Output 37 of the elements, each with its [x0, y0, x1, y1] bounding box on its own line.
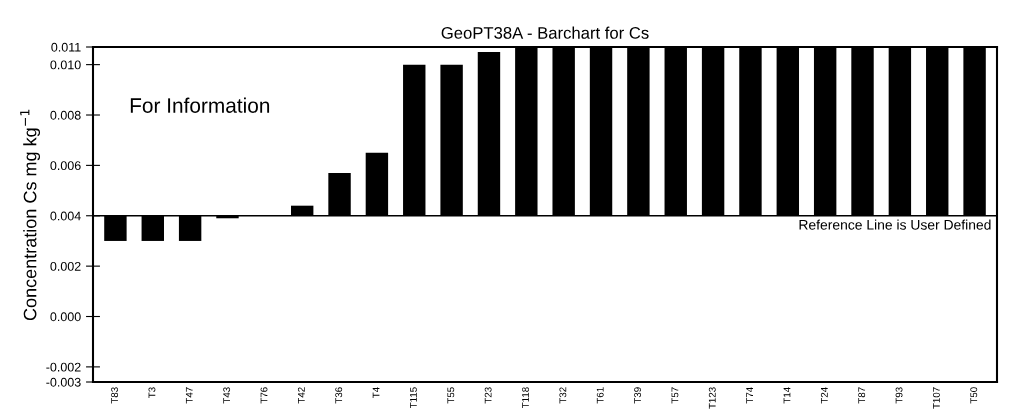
- y-tick-label: 0.006: [50, 161, 81, 171]
- y-tick-label: 0.008: [50, 110, 81, 120]
- y-axis-title: Concentration Cs mg kg$^{−1}$: [20, 109, 41, 321]
- x-tick-label: T24: [820, 387, 828, 404]
- x-tick-label: T83: [111, 387, 119, 404]
- x-tick-label: T4: [372, 387, 380, 398]
- x-tick-label: T43: [223, 387, 231, 404]
- x-tick-label: T42: [297, 387, 305, 404]
- x-tick-label: T23: [484, 387, 492, 404]
- y-tick-label: 0.004: [50, 211, 81, 221]
- x-tick-label: T115: [410, 387, 417, 409]
- x-tick-label: T61: [596, 387, 604, 404]
- x-tick-label: T32: [559, 387, 567, 404]
- ref-line-label: Reference Line is User Defined: [799, 219, 991, 230]
- x-tick-label: T57: [671, 387, 679, 404]
- y-tick-label: -0.003: [46, 377, 81, 387]
- y-tick-label: 0.002: [50, 261, 81, 271]
- x-tick-label: T47: [185, 387, 193, 404]
- x-tick-label: T3: [148, 387, 156, 398]
- chart-title: GeoPT38A - Barchart for Cs: [441, 26, 649, 39]
- x-tick-label: T50: [970, 387, 978, 404]
- x-tick-label: T36: [335, 387, 343, 404]
- x-tick-label: T76: [260, 387, 268, 404]
- x-tick-label: T93: [895, 387, 903, 404]
- y-tick-label: 0.010: [50, 60, 81, 70]
- x-tick-label: T74: [746, 387, 753, 404]
- annotation: For Information: [130, 97, 270, 113]
- x-tick-label: T118: [522, 387, 529, 409]
- y-tick-label: -0.002: [46, 362, 81, 372]
- x-tick-label: T87: [858, 387, 866, 404]
- x-tick-label: T39: [634, 387, 641, 404]
- y-tick-label: 0.011: [51, 42, 81, 52]
- x-tick-label: T123: [708, 387, 716, 409]
- x-tick-label: T107: [932, 387, 940, 409]
- x-tick-label: T55: [447, 387, 455, 404]
- x-tick-label: T14: [783, 387, 791, 404]
- y-tick-label: 0.000: [50, 312, 81, 322]
